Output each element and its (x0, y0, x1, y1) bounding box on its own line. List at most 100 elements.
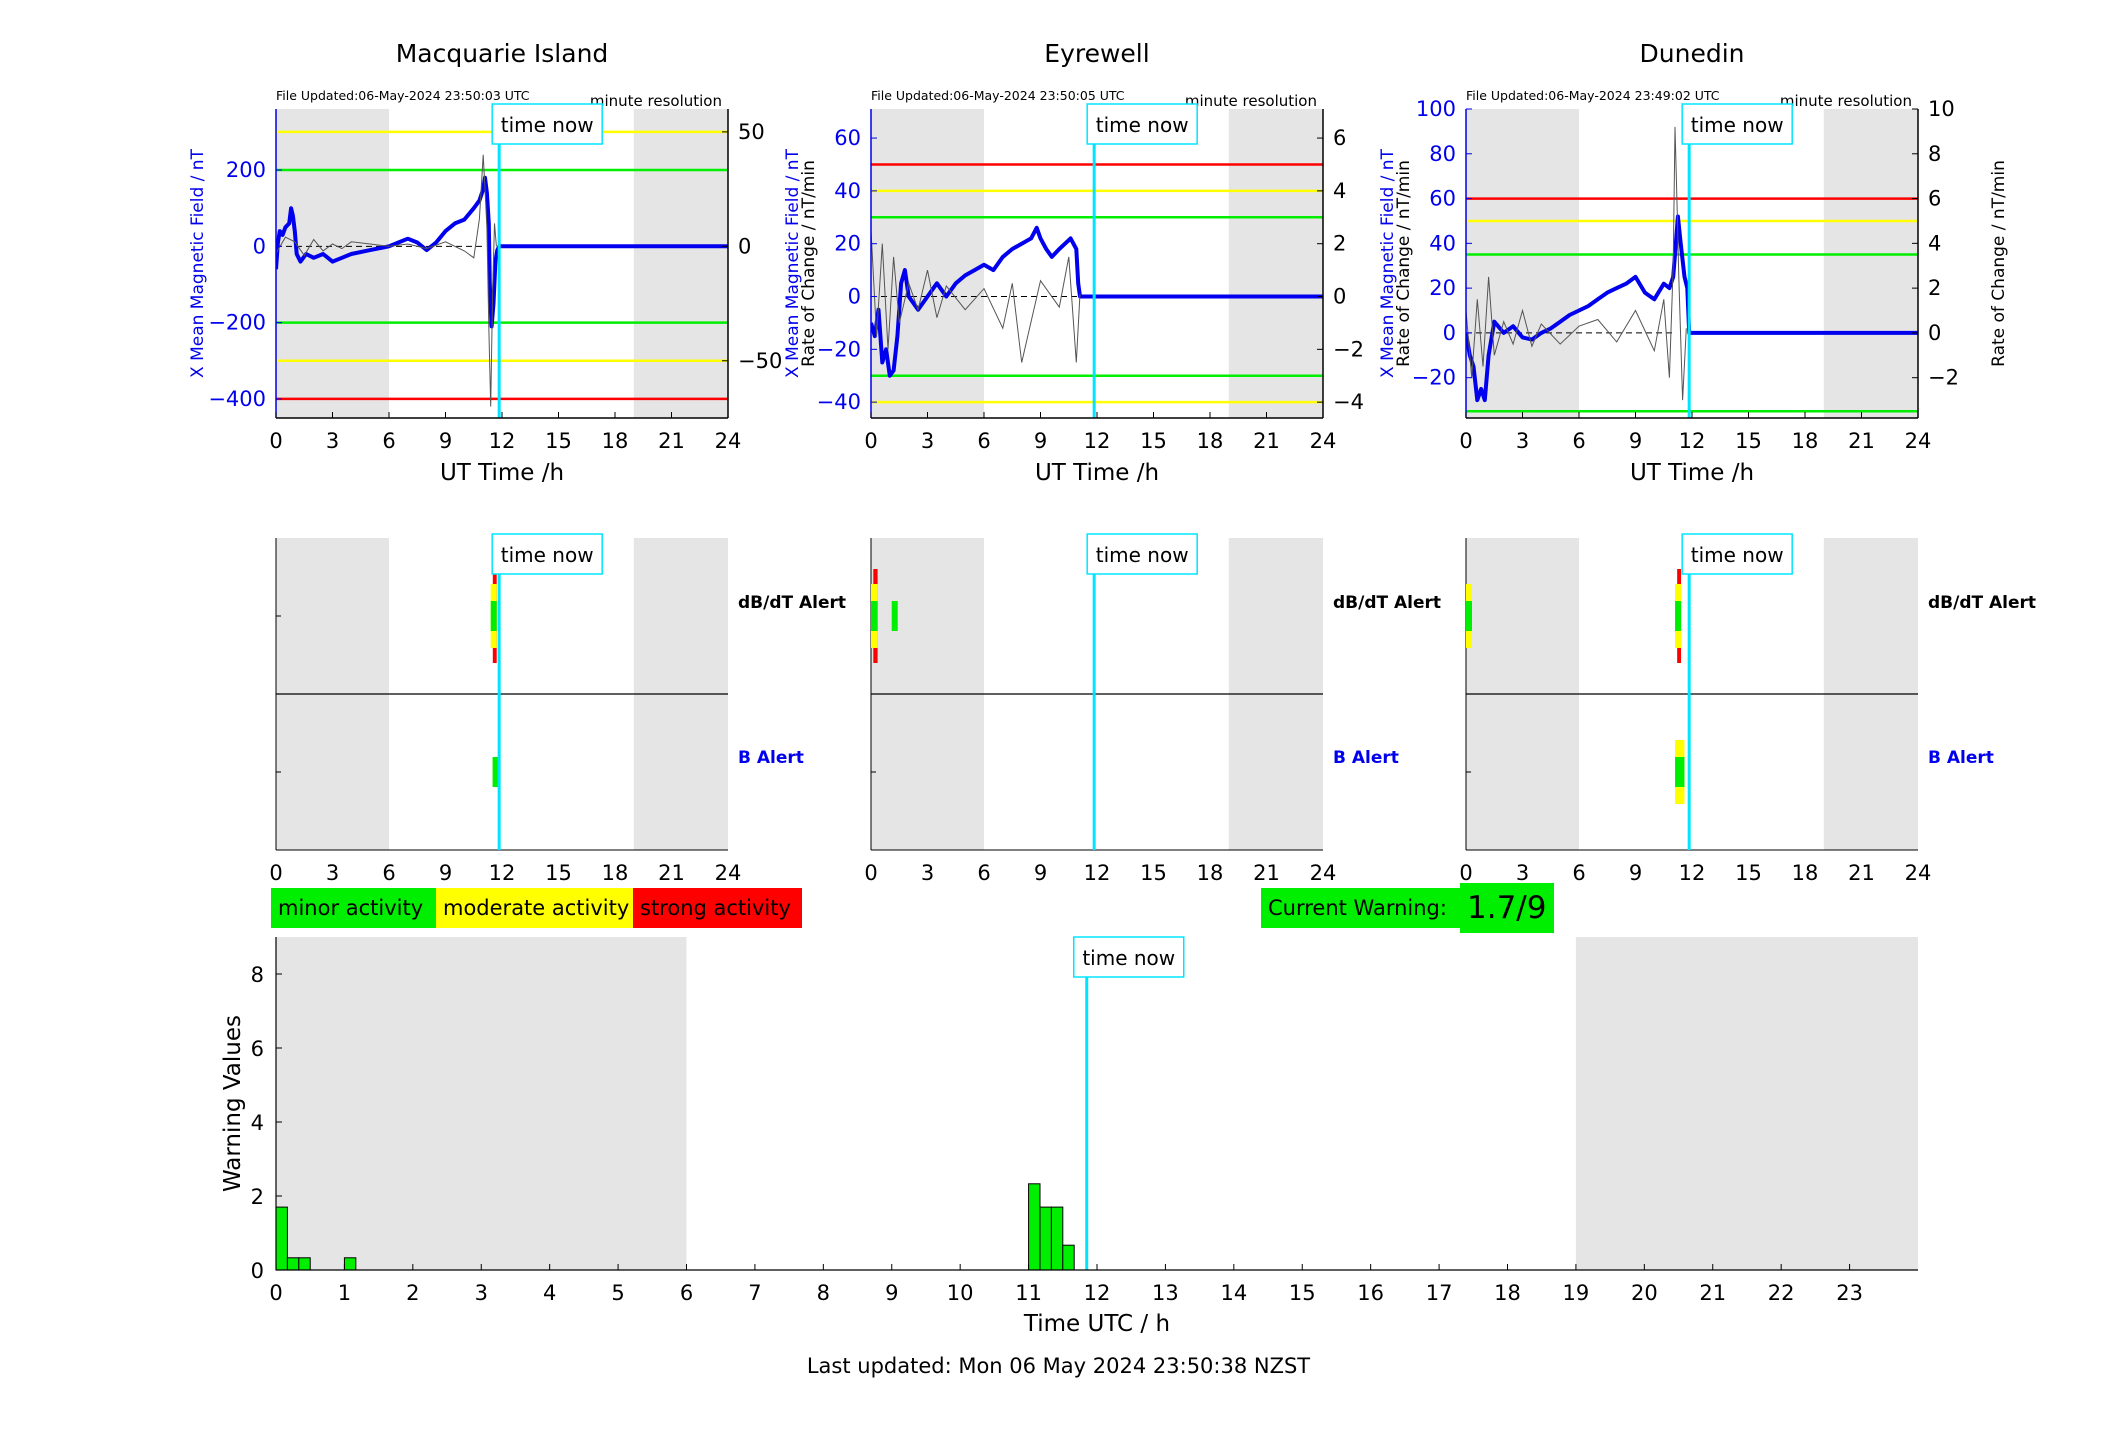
station-1-alert-x-tick-label: 3 (326, 861, 339, 885)
station-3-x-tick-label: 24 (1905, 429, 1932, 453)
warning-x-tick-label: 4 (543, 1281, 556, 1305)
station-3-alert-x-tick-label: 15 (1735, 861, 1762, 885)
station-1-alert-x-tick-label: 21 (658, 861, 685, 885)
warning-y-tick-label: 4 (251, 1111, 264, 1135)
station-2-rate-of-change-line (871, 230, 1081, 363)
warning-x-tick-label: 20 (1631, 1281, 1658, 1305)
station-1-time-now-label: time now (501, 113, 594, 137)
station-2-x-tick-label: 0 (864, 429, 877, 453)
warning-x-tick-label: 8 (817, 1281, 830, 1305)
station-2-alert-x-tick-label: 18 (1197, 861, 1224, 885)
station-3-y-tick-label: 20 (1429, 276, 1456, 300)
station-1-x-tick-label: 9 (439, 429, 452, 453)
station-3-alert-time-now-label: time now (1691, 543, 1784, 567)
warning-x-tick-label: 2 (406, 1281, 419, 1305)
station-2-series-group (871, 225, 1323, 378)
warning-x-tick-label: 14 (1220, 1281, 1247, 1305)
station-2-alert-time-now-box (1086, 533, 1198, 575)
station-3-alert-time-now-box (1681, 533, 1793, 575)
legend-moderate: moderate activity (436, 888, 641, 928)
station-3-y-tick-label: 60 (1429, 187, 1456, 211)
station-1-magnetic-field-line (276, 175, 728, 329)
station-3-y-tick-label: 80 (1429, 142, 1456, 166)
station-3-time-now-label: time now (1691, 113, 1784, 137)
station-1-y-tick-label: 200 (226, 158, 266, 182)
station-3-alert-x-tick-label: 12 (1679, 861, 1706, 885)
warning-y-axis-label: Warning Values (220, 1015, 246, 1192)
station-1-x-tick-label: 0 (269, 429, 282, 453)
warning-x-tick-label: 3 (475, 1281, 488, 1305)
station-2-night-shade-1 (1228, 109, 1323, 418)
station-1-alert-x-tick-label: 9 (439, 861, 452, 885)
station-1-alert-x-tick-label: 0 (269, 861, 282, 885)
station-1-alert-x-tick-label: 12 (489, 861, 516, 885)
station-1-alert-x-tick-label: 15 (545, 861, 572, 885)
legend-strong: strong activity (633, 888, 802, 928)
station-2-y2-tick-label: 0 (1333, 285, 1346, 309)
station-2-x-tick-label: 9 (1034, 429, 1047, 453)
warning-x-tick-label: 22 (1768, 1281, 1795, 1305)
warning-x-tick-label: 21 (1699, 1281, 1726, 1305)
station-1-title: Macquarie Island (396, 39, 609, 68)
station-3-file-updated: File Updated:06-May-2024 23:49:02 UTC (1466, 88, 1720, 103)
station-1-time-now-box (491, 103, 603, 145)
station-3-b-alert-bar-0-green (1675, 757, 1685, 787)
warning-x-tick-label: 10 (947, 1281, 974, 1305)
station-1-x-tick-label: 6 (382, 429, 395, 453)
station-2-y-tick-label: −40 (817, 390, 861, 414)
warning-x-tick-label: 23 (1836, 1281, 1863, 1305)
warning-x-tick-label: 9 (885, 1281, 898, 1305)
station-3-alert-x-tick-label: 3 (1516, 861, 1529, 885)
station-1-x-tick-label: 24 (715, 429, 742, 453)
warning-x-tick-label: 7 (748, 1281, 761, 1305)
station-1-alert-x-tick-label: 24 (715, 861, 742, 885)
station-2-alert-x-tick-label: 12 (1084, 861, 1111, 885)
station-2-x-tick-label: 12 (1084, 429, 1111, 453)
station-1-x-tick-label: 15 (545, 429, 572, 453)
warning-bar-3 (343, 1257, 357, 1271)
station-2-title: Eyrewell (1044, 39, 1149, 68)
station-3-rate-of-change-line (1466, 126, 1687, 401)
station-1-x-tick-label: 12 (489, 429, 516, 453)
station-3-magnetic-field-line (1466, 214, 1918, 403)
station-1-series-group (276, 154, 728, 407)
station-1-y-tick-label: −200 (208, 311, 266, 335)
station-2-y-tick-label: 0 (848, 285, 861, 309)
station-1-b-alert-bar-0-green (492, 757, 499, 787)
station-2-magnetic-field-line (871, 225, 1323, 378)
warning-night-shade-0 (276, 937, 687, 1270)
station-2-time-now-box (1086, 103, 1198, 145)
station-2-x-axis-label: UT Time /h (1035, 460, 1159, 486)
warning-y-tick-label: 6 (251, 1037, 264, 1061)
station-3-b-alert-label: B Alert (1928, 748, 1994, 768)
station-3-alert-x-tick-label: 6 (1572, 861, 1585, 885)
last-updated-text: Last updated: Mon 06 May 2024 23:50:38 N… (806, 1354, 1311, 1378)
station-1-file-updated: File Updated:06-May-2024 23:50:03 UTC (276, 88, 530, 103)
station-3-dbdt-alert-label: dB/dT Alert (1928, 593, 2036, 613)
station-1-alert-x-tick-label: 6 (382, 861, 395, 885)
warning-bar-7 (1062, 1244, 1075, 1271)
station-3-x-tick-label: 15 (1735, 429, 1762, 453)
station-3-x-tick-label: 3 (1516, 429, 1529, 453)
station-2-alert-x-tick-label: 3 (921, 861, 934, 885)
warning-bar-0 (275, 1206, 288, 1271)
station-2-alert-x-tick-label: 9 (1034, 861, 1047, 885)
station-3-x-tick-label: 12 (1679, 429, 1706, 453)
station-3-resolution: minute resolution (1780, 92, 1912, 110)
station-3-y2-tick-label: 0 (1928, 321, 1941, 345)
station-2-y2-tick-label: 2 (1333, 232, 1346, 256)
station-3-y2-tick-label: 2 (1928, 276, 1941, 300)
station-3-dbdt-alert-bar-1-green (1675, 601, 1682, 631)
station-3-series-group (1466, 126, 1918, 403)
station-2-alert-x-tick-label: 21 (1253, 861, 1280, 885)
station-3-y2-tick-label: −2 (1928, 366, 1959, 390)
warning-x-tick-label: 18 (1494, 1281, 1521, 1305)
station-3-alert-x-tick-label: 21 (1848, 861, 1875, 885)
station-3-y-tick-label: 0 (1443, 321, 1456, 345)
station-2-time-now-label: time now (1096, 113, 1189, 137)
warning-y-tick-label: 8 (251, 963, 264, 987)
warning-bar-5 (1039, 1206, 1052, 1271)
station-2-y2-tick-label: −4 (1333, 390, 1364, 414)
station-2-dbdt-alert-bar-1-green (891, 601, 898, 631)
